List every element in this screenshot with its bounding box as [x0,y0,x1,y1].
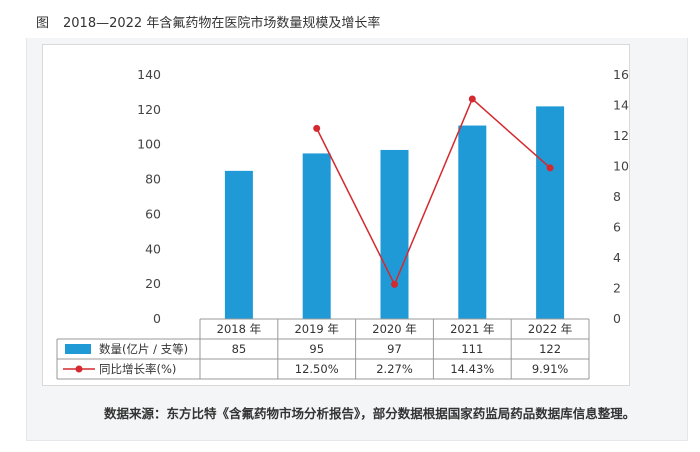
x-tick-label: 2022 年 [528,322,572,336]
y-right-tick-label: 0 [613,311,621,326]
data-label: 14.43% [450,362,494,376]
x-tick-label: 2019 年 [294,322,338,336]
bar [458,125,487,320]
legend-label: 同比增长率(%) [99,362,176,376]
y-right-tick-label: 16 [613,67,629,82]
bar [380,149,409,319]
source-note: 数据来源：东方比特《含氟药物市场分析报告》，部分数据根据国家药监局药品数据库信息… [104,406,636,421]
y-right-tick-label: 14 [613,98,629,113]
y-left-tick-label: 20 [145,276,161,291]
figure-title-text: 2018—2022 年含氟药物在医院市场数量规模及增长率 [63,16,381,31]
data-label: 97 [387,342,402,356]
y-left-tick-label: 60 [145,206,161,221]
data-label: 2.27% [376,362,413,376]
growth-point [313,124,321,132]
x-tick-label: 2020 年 [372,322,416,336]
bar [536,106,565,319]
y-right-tick-label: 10 [613,159,629,174]
x-tick-label: 2018 年 [217,322,261,336]
chart-svg: 0 20 40 60 80 100 120 140 0 2 4 6 8 10 12 14 16 2018 年 201… [56,67,629,380]
y-left-tick-label: 100 [137,137,161,152]
growth-point [468,95,476,103]
y-right-tick-label: 2 [613,281,621,296]
data-label: 95 [309,342,324,356]
legend-label: 数量(亿片 / 支等) [99,342,188,356]
y-right-tick-label: 4 [613,250,621,265]
y-left-tick-label: 140 [137,67,161,82]
data-label: 85 [232,342,247,356]
y-left-tick-label: 120 [137,102,161,117]
figure-label: 图 [36,16,50,31]
y-right-tick-label: 12 [613,128,629,143]
legend-key-marker [75,365,83,373]
data-label: 111 [461,342,483,356]
data-label: 12.50% [295,362,339,376]
legend-key-bar [65,344,91,354]
y-left-tick-label: 0 [153,311,161,326]
bar [302,153,331,319]
growth-point [546,164,554,172]
chart-panel: 0 20 40 60 80 100 120 140 0 2 4 6 8 10 12 14 16 2018 年 201… [42,44,630,386]
figure-title: 图 2018—2022 年含氟药物在医院市场数量规模及增长率 [36,12,380,31]
growth-point [391,280,398,288]
data-label: 9.91% [532,362,569,376]
y-right-tick-label: 8 [613,189,621,204]
data-label: 122 [539,342,561,356]
bar [224,170,253,319]
x-tick-label: 2021 年 [450,322,494,336]
y-right-tick-label: 6 [613,220,621,235]
y-left-tick-label: 80 [145,172,161,187]
y-left-tick-label: 40 [145,241,161,256]
growth-line [316,97,551,287]
